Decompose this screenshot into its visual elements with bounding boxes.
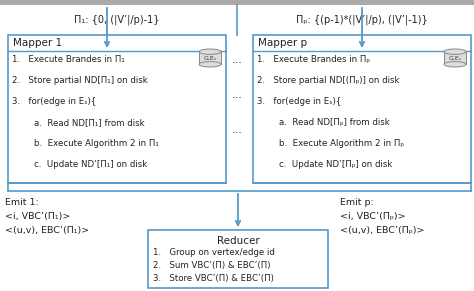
Text: Mapper 1: Mapper 1 bbox=[13, 38, 62, 48]
Bar bbox=[199, 52, 221, 64]
Ellipse shape bbox=[444, 49, 466, 54]
Text: c.  Update ND’[Πₚ] on disk: c. Update ND’[Πₚ] on disk bbox=[257, 160, 392, 169]
Text: b.  Execute Algorithm 2 in Π₁: b. Execute Algorithm 2 in Π₁ bbox=[12, 139, 159, 148]
Text: 3.   for(edge in Eₛ){: 3. for(edge in Eₛ){ bbox=[257, 97, 341, 106]
Text: 3.   for(edge in Eₛ){: 3. for(edge in Eₛ){ bbox=[12, 97, 96, 106]
Bar bbox=[444, 52, 466, 64]
Text: Π₁: {0, (|V’|/p)-1}: Π₁: {0, (|V’|/p)-1} bbox=[74, 15, 160, 25]
Text: Mapper p: Mapper p bbox=[258, 38, 307, 48]
Text: <(u,v), EBC’(Πₚ)>: <(u,v), EBC’(Πₚ)> bbox=[340, 226, 425, 235]
Text: <(u,v), EBC’(Π₁)>: <(u,v), EBC’(Π₁)> bbox=[5, 226, 89, 235]
Bar bbox=[253, 35, 471, 183]
Text: <i, VBC’(Πₚ)>: <i, VBC’(Πₚ)> bbox=[340, 212, 406, 221]
Text: Reducer: Reducer bbox=[217, 236, 259, 246]
Text: <i, VBC’(Π₁)>: <i, VBC’(Π₁)> bbox=[5, 212, 70, 221]
Text: Emit 1:: Emit 1: bbox=[5, 198, 39, 207]
Ellipse shape bbox=[199, 49, 221, 54]
Text: G,Eₛ: G,Eₛ bbox=[448, 56, 462, 61]
Text: c.  Update ND’[Π₁] on disk: c. Update ND’[Π₁] on disk bbox=[12, 160, 147, 169]
Text: 1.   Execute Brandes in Πₚ: 1. Execute Brandes in Πₚ bbox=[257, 55, 370, 64]
Bar bbox=[0, 0, 474, 5]
Text: a.  Read ND[Π₁] from disk: a. Read ND[Π₁] from disk bbox=[12, 118, 145, 127]
Text: 1.   Group on vertex/edge id: 1. Group on vertex/edge id bbox=[153, 248, 275, 257]
Ellipse shape bbox=[444, 62, 466, 67]
Bar bbox=[226, 0, 253, 5]
Ellipse shape bbox=[199, 62, 221, 67]
Text: 3.   Store VBC’(Π) & EBC’(Π): 3. Store VBC’(Π) & EBC’(Π) bbox=[153, 274, 274, 283]
Bar bbox=[8, 35, 226, 183]
Text: 2.   Sum VBC’(Π) & EBC’(Π): 2. Sum VBC’(Π) & EBC’(Π) bbox=[153, 261, 271, 270]
Text: Πₚ: {(p-1)*(|V’|/p), (|V’|-1)}: Πₚ: {(p-1)*(|V’|/p), (|V’|-1)} bbox=[296, 15, 428, 25]
Text: ...: ... bbox=[232, 90, 242, 100]
Text: Emit p:: Emit p: bbox=[340, 198, 374, 207]
Text: 1.   Execute Brandes in Π₁: 1. Execute Brandes in Π₁ bbox=[12, 55, 125, 64]
Bar bbox=[148, 230, 328, 288]
Text: 2.   Store partial ND[Π₁] on disk: 2. Store partial ND[Π₁] on disk bbox=[12, 76, 148, 85]
Text: ...: ... bbox=[232, 55, 242, 65]
Text: G,Eₛ: G,Eₛ bbox=[203, 56, 217, 61]
Text: ...: ... bbox=[232, 125, 242, 135]
Text: b.  Execute Algorithm 2 in Πₚ: b. Execute Algorithm 2 in Πₚ bbox=[257, 139, 404, 148]
Text: a.  Read ND[Πₚ] from disk: a. Read ND[Πₚ] from disk bbox=[257, 118, 390, 127]
Text: 2.   Store partial ND[(Πₚ)] on disk: 2. Store partial ND[(Πₚ)] on disk bbox=[257, 76, 400, 85]
